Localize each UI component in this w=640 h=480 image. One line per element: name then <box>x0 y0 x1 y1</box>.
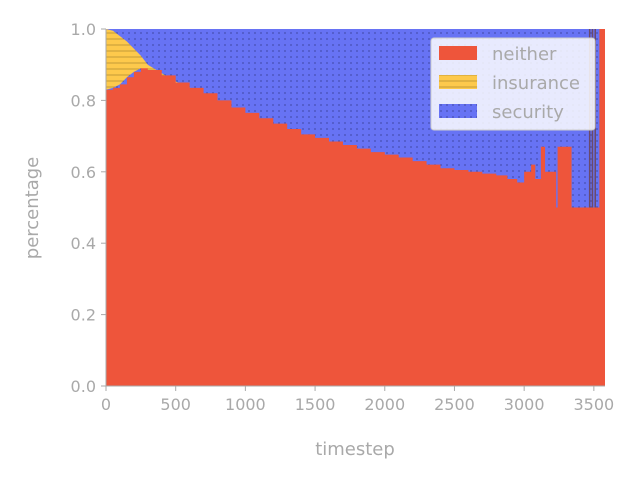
x-tick-label: 500 <box>160 395 191 414</box>
x-tick-label: 3500 <box>573 395 614 414</box>
y-tick-label: 0.2 <box>71 306 96 325</box>
neither-area <box>106 29 605 386</box>
legend-swatch-security <box>439 104 477 118</box>
x-axis-label: timestep <box>315 439 395 460</box>
legend-label-neither: neither <box>492 44 557 65</box>
insurance-area <box>106 29 218 101</box>
x-tick-label: 2000 <box>364 395 405 414</box>
y-tick-label: 0.4 <box>71 234 96 253</box>
legend-swatch-neither <box>439 46 477 60</box>
legend-swatch-insurance <box>439 75 477 89</box>
y-tick-label: 0.0 <box>71 377 96 396</box>
x-ticks: 0 500 1000 1500 2000 2500 3000 3500 <box>101 386 614 414</box>
legend-label-insurance: insurance <box>492 73 580 94</box>
y-tick-label: 1.0 <box>71 20 96 39</box>
y-ticks: 0.0 0.2 0.4 0.6 0.8 1.0 <box>71 20 106 396</box>
axes: 0 500 1000 1500 2000 2500 3000 3500 0.00.20.40.… <box>71 20 615 414</box>
x-tick-label: 1500 <box>295 395 336 414</box>
x-tick-label: 0 <box>101 395 111 414</box>
x-tick-label: 3000 <box>504 395 545 414</box>
y-tick-label: 0.6 <box>71 163 96 182</box>
legend: neither insurance security <box>430 37 596 131</box>
legend-label-security: security <box>492 102 564 123</box>
y-tick-label: 0.8 <box>71 91 96 110</box>
x-tick-label: 1000 <box>225 395 266 414</box>
x-tick-label: 2500 <box>434 395 475 414</box>
y-axis-label: percentage <box>22 157 43 259</box>
